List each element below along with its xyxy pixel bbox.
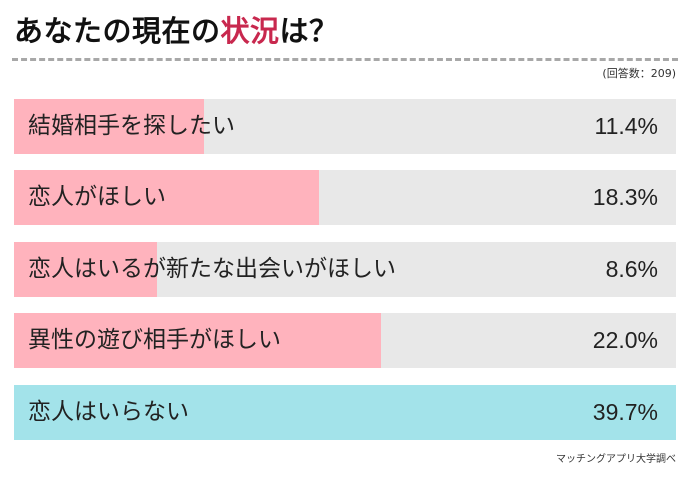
bar-fill <box>14 170 319 225</box>
bar-row: 恋人がほしい 18.3% <box>14 170 676 225</box>
bar-value: 8.6% <box>605 256 658 282</box>
bar-value: 39.7% <box>592 399 658 425</box>
source-note: マッチングアプリ大学調べ <box>556 454 676 465</box>
bar-fill <box>14 242 157 297</box>
bar-fill <box>14 313 381 368</box>
bar-row: 恋人はいらない 39.7% <box>14 385 676 440</box>
bar-label: 結婚相手を探したい <box>28 113 235 139</box>
bar-label: 恋人がほしい <box>28 184 166 210</box>
bar-label: 恋人はいらない <box>28 399 189 425</box>
bar-value: 11.4% <box>594 113 658 139</box>
bar-value: 22.0% <box>592 327 658 353</box>
bar-label: 恋人はいるが新たな出会いがほしい <box>28 256 396 282</box>
chart-title: あなたの現在の状況は？ <box>14 8 339 50</box>
bar-row: 異性の遊び相手がほしい 22.0% <box>14 313 676 368</box>
title-highlight: 状況 <box>220 14 280 48</box>
bar-fill <box>14 385 676 440</box>
title-text: あなたの現在の <box>14 14 221 48</box>
divider <box>12 58 678 61</box>
bar-row: 恋人はいるが新たな出会いがほしい 8.6% <box>14 242 676 297</box>
title-suffix: は？ <box>279 14 339 48</box>
bar-row: 結婚相手を探したい 11.4% <box>14 99 676 154</box>
bar-fill <box>14 99 204 154</box>
bar-value: 18.3% <box>592 184 658 210</box>
bar-label: 異性の遊び相手がほしい <box>28 327 281 353</box>
respondent-count: (回答数：209) <box>602 67 676 80</box>
